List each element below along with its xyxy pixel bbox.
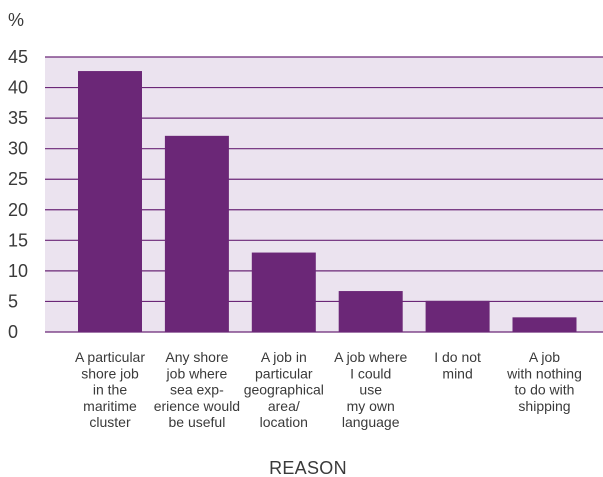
x-category-label-1-line-2: shore job [81,365,139,381]
x-category-label-4-line-3: use [359,382,382,398]
x-category-label-3-line-4: area/ [268,398,300,414]
x-category-label-1: A particular shore job in the maritime clust… [75,349,145,430]
bar-3 [251,252,316,332]
bar-4 [338,291,403,332]
x-category-label-4-line-4: my own [347,398,395,414]
y-axis-title: % [8,10,24,30]
x-category-label-3-line-2: particular [255,365,313,381]
x-category-label-6-line-4: shipping [518,398,570,414]
x-category-label-3-line-3: geographical [244,382,324,398]
y-tick-label-45: 45 [8,47,28,67]
x-axis-category-labels: A particular shore job in the maritime clust… [75,349,582,430]
y-tick-label-15: 15 [8,230,28,250]
x-category-label-6: A job with nothing to do with shipping [506,349,582,414]
y-axis-tick-labels: 0 5 10 15 20 25 30 35 40 45 [8,47,28,342]
x-category-label-3-line-5: location [260,414,308,430]
x-axis-title: REASON [269,458,347,477]
y-tick-label-20: 20 [8,200,28,220]
y-tick-label-10: 10 [8,261,28,281]
x-category-label-4: A job where I could use my own language [334,349,407,430]
x-category-label-2-line-3: sea exp- [170,382,224,398]
x-category-label-2-line-4: erience would [154,398,240,414]
x-category-label-2-line-2: job where [166,365,228,381]
bars [78,71,577,333]
x-category-label-2-line-1: Any shore [165,349,228,365]
bar-2 [164,135,229,332]
x-category-label-1-line-1: A particular [75,349,145,365]
x-category-label-4-line-5: language [342,414,400,430]
x-category-label-1-line-3: in the [93,382,127,398]
bar-1 [78,71,142,333]
y-tick-label-5: 5 [8,291,18,311]
y-tick-label-25: 25 [8,169,28,189]
bar-6 [512,317,577,332]
x-category-label-5: I do not mind [434,349,481,381]
x-category-label-4-line-1: A job where [334,349,407,365]
x-category-label-3-line-1: A job in [261,349,307,365]
y-tick-label-30: 30 [8,139,28,159]
x-category-label-3: A job in particular geographical area/locat… [244,349,324,430]
y-tick-label-35: 35 [8,108,28,128]
x-category-label-6-line-1: A job [529,349,560,365]
x-category-label-1-line-4: maritime [83,398,137,414]
x-category-label-5-line-1: I do not [434,349,481,365]
x-category-label-5-line-2: mind [442,365,472,381]
x-category-label-2: Any shore job where sea exp-erience would b… [154,349,240,430]
x-category-label-6-line-3: to do with [515,382,575,398]
x-category-label-4-line-2: I could [350,365,391,381]
x-category-label-1-line-5: cluster [89,414,131,430]
x-category-label-6-line-2: with nothing [506,365,582,381]
y-tick-label-40: 40 [8,78,28,98]
y-tick-label-0: 0 [8,322,18,342]
bar-5 [425,300,490,332]
x-category-label-2-line-5: be useful [168,414,225,430]
